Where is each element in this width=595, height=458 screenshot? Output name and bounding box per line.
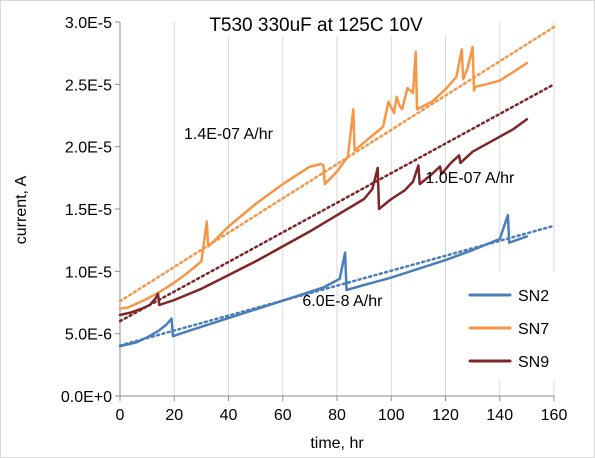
y-tick-label: 1.0E-5	[65, 264, 112, 281]
x-tick-label: 40	[220, 407, 238, 424]
series-line-sn2	[118, 213, 529, 348]
x-axis-title: time, hr	[310, 435, 364, 452]
legend-label-sn2: SN2	[518, 288, 549, 305]
trendline-sn9	[118, 83, 556, 323]
y-tick-label: 2.5E-5	[65, 77, 112, 94]
y-tick-label: 0.0E+0	[61, 389, 112, 406]
chart-title: T530 330uF at 125C 10V	[209, 15, 423, 36]
legend-label-sn7: SN7	[518, 321, 549, 338]
chart-title-background	[182, 10, 450, 36]
x-tick-label: 60	[274, 407, 292, 424]
x-tick-label: 20	[165, 407, 183, 424]
y-axis-title: current, A	[13, 175, 30, 244]
series-line-sn9	[118, 117, 529, 317]
axes	[115, 21, 555, 401]
tick-labels: 0 20 40 60 80 100 120 140 160 0.0E+0 5.0E-6 1.0E-5 1…	[61, 15, 568, 424]
x-tick-label: 0	[116, 407, 125, 424]
x-tick-label: 160	[541, 407, 568, 424]
x-tick-label: 120	[432, 407, 459, 424]
x-tick-label: 80	[328, 407, 346, 424]
y-tick-label: 1.5E-5	[65, 202, 112, 219]
slope-annotation: 6.0E-8 A/hr	[302, 293, 383, 310]
y-tick-label: 5.0E-6	[65, 327, 112, 344]
annotations: 1.4E-07 A/hr 1.0E-07 A/hr 6.0E-8 A/hr	[184, 126, 515, 310]
trendline-sn7	[118, 25, 556, 303]
slope-annotation: 1.4E-07 A/hr	[184, 126, 274, 143]
x-tick-label: 140	[486, 407, 513, 424]
series-lines	[118, 45, 529, 348]
x-tick-label: 100	[378, 407, 405, 424]
y-tick-label: 2.0E-5	[65, 140, 112, 157]
y-tick-label: 3.0E-5	[65, 15, 112, 32]
slope-annotation: 1.0E-07 A/hr	[425, 170, 515, 187]
series-line-sn7	[118, 45, 529, 310]
legend: SN2 SN7 SN9	[462, 272, 574, 380]
legend-label-sn9: SN9	[518, 354, 549, 371]
